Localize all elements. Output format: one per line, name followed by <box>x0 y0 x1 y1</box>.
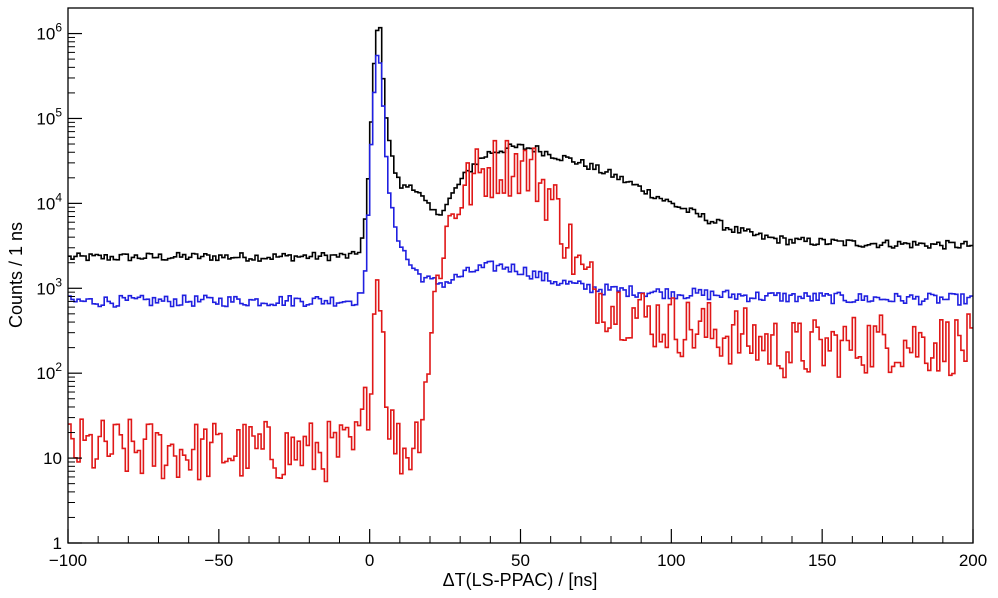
x-tick-label: −100 <box>49 551 87 570</box>
y-axis-title: Counts / 1 ns <box>6 222 26 328</box>
x-tick-label: 0 <box>365 551 374 570</box>
x-axis-title: ΔT(LS-PPAC) / [ns] <box>443 570 598 590</box>
x-tick-label: 150 <box>808 551 836 570</box>
series-red-histogram <box>68 139 973 483</box>
series-layer <box>68 26 973 483</box>
y-tick-label: 1 <box>53 534 62 553</box>
series-black-histogram <box>68 26 973 262</box>
x-tick-label: 50 <box>511 551 530 570</box>
x-tick-label: 100 <box>657 551 685 570</box>
plot-frame <box>67 7 974 544</box>
x-tick-label: 200 <box>959 551 987 570</box>
series-blue-histogram <box>68 54 973 308</box>
x-tick-label: −50 <box>204 551 233 570</box>
y-tick-label: 10 <box>43 449 62 468</box>
